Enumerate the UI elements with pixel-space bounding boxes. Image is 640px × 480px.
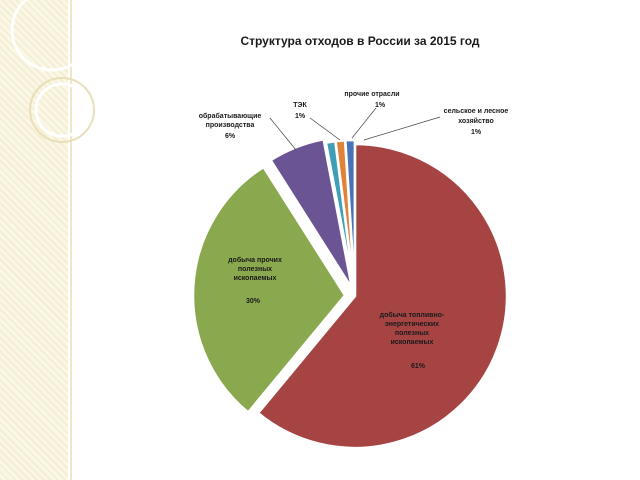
chart-title: Структура отходов в России за 2015 год: [240, 34, 480, 48]
slice-label: добыча топливно-энергетических полезных ис…: [380, 311, 445, 346]
slice-value-label: 1%: [471, 129, 482, 136]
slice-value-label: 1%: [375, 102, 386, 109]
decorative-circles: [10, 0, 95, 143]
slice-label: ТЭК: [293, 102, 307, 109]
leader-line: [269, 117, 297, 151]
slice-agriculture: [344, 138, 357, 293]
decorative-line: [70, 0, 72, 480]
slice-other-minerals: [191, 165, 347, 415]
slice-manufacturing: [268, 137, 354, 290]
slice-fuel-energy: [256, 142, 509, 450]
slice-label: обрабатывающие производства: [199, 112, 262, 129]
slice-label: прочие отрасли: [344, 91, 399, 98]
slice-value-label: 1%: [295, 113, 306, 120]
slice-value-label: 61%: [411, 363, 426, 370]
leader-line: [363, 116, 441, 141]
leader-line: [309, 117, 341, 141]
decorative-band: [0, 0, 68, 480]
leader-line: [351, 107, 377, 139]
slice-value-label: 30%: [246, 298, 261, 305]
slice-label: добыча прочих полезных ископаемых: [228, 256, 282, 282]
slice-value-label: 6%: [225, 133, 236, 140]
slice-label: сельское и лесное хозяйство: [444, 108, 509, 125]
